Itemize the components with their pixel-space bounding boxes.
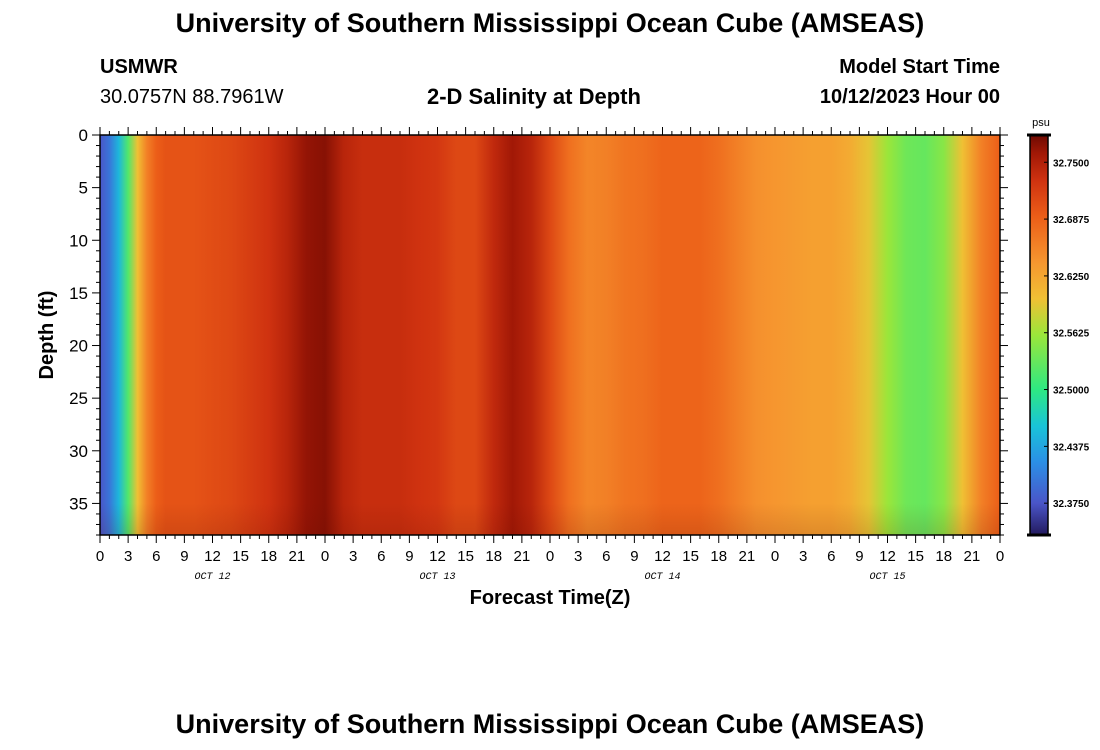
x-day-label: OCT 15 <box>869 572 905 583</box>
model-start-value: 10/12/2023 Hour 00 <box>819 86 1000 108</box>
x-tick-label: 18 <box>485 548 502 565</box>
x-tick-label: 15 <box>907 548 924 565</box>
x-tick-label: 0 <box>321 548 329 565</box>
bottom-depth-shading <box>100 135 1000 535</box>
plot-subtitle: 2-D Salinity at Depth <box>427 84 641 109</box>
model-start-label: Model Start Time <box>839 56 1000 78</box>
x-tick-label: 6 <box>602 548 610 565</box>
x-tick-label: 21 <box>739 548 756 565</box>
chart-title: University of Southern Mississippi Ocean… <box>175 8 925 38</box>
x-tick-label: 9 <box>855 548 863 565</box>
x-tick-label: 18 <box>710 548 727 565</box>
x-tick-label: 15 <box>682 548 699 565</box>
x-tick-label: 9 <box>630 548 638 565</box>
x-tick-label: 15 <box>232 548 249 565</box>
x-tick-label: 21 <box>514 548 531 565</box>
y-tick-label: 10 <box>69 231 88 250</box>
colorbar-tick-label: 32.6875 <box>1053 215 1090 226</box>
x-day-label: OCT 12 <box>194 572 230 583</box>
footer-title: University of Southern Mississippi Ocean… <box>175 709 925 739</box>
station-name: USMWR <box>100 56 178 78</box>
colorbar <box>1029 134 1049 536</box>
x-tick-label: 6 <box>377 548 385 565</box>
x-tick-label: 9 <box>180 548 188 565</box>
x-tick-label: 12 <box>879 548 896 565</box>
colorbar-tick-label: 32.3750 <box>1053 499 1090 510</box>
x-tick-label: 12 <box>204 548 221 565</box>
x-tick-label: 18 <box>260 548 277 565</box>
x-tick-label: 6 <box>827 548 835 565</box>
x-tick-label: 21 <box>964 548 981 565</box>
x-day-label: OCT 13 <box>419 572 455 583</box>
station-coordinates: 30.0757N 88.7961W <box>100 86 284 108</box>
x-tick-label: 3 <box>124 548 132 565</box>
colorbar-tick-label: 32.4375 <box>1053 442 1090 453</box>
y-tick-label: 0 <box>79 126 88 145</box>
x-tick-label: 18 <box>935 548 952 565</box>
x-tick-label: 9 <box>405 548 413 565</box>
x-tick-label: 12 <box>429 548 446 565</box>
y-tick-label: 25 <box>69 389 88 408</box>
colorbar-unit: psu <box>1032 117 1050 129</box>
y-axis-label: Depth (ft) <box>36 291 58 380</box>
colorbar-tick-label: 32.5000 <box>1053 386 1090 397</box>
x-tick-label: 21 <box>289 548 306 565</box>
colorbar-tick-label: 32.7500 <box>1053 158 1090 169</box>
x-tick-label: 3 <box>349 548 357 565</box>
x-tick-label: 15 <box>457 548 474 565</box>
y-tick-label: 5 <box>79 179 88 198</box>
x-day-label: OCT 14 <box>644 572 680 583</box>
x-tick-label: 6 <box>152 548 160 565</box>
x-axis-label: Forecast Time(Z) <box>470 587 631 609</box>
y-tick-label: 20 <box>69 337 88 356</box>
colorbar-tick-label: 32.5625 <box>1053 329 1090 340</box>
x-tick-label: 12 <box>654 548 671 565</box>
colorbar-tick-label: 32.6250 <box>1053 272 1090 283</box>
x-tick-label: 0 <box>96 548 104 565</box>
x-tick-label: 0 <box>771 548 779 565</box>
y-tick-label: 35 <box>69 494 88 513</box>
x-tick-label: 0 <box>996 548 1004 565</box>
y-tick-label: 30 <box>69 442 88 461</box>
x-tick-label: 3 <box>574 548 582 565</box>
x-tick-label: 3 <box>799 548 807 565</box>
y-tick-label: 15 <box>69 284 88 303</box>
x-tick-label: 0 <box>546 548 554 565</box>
